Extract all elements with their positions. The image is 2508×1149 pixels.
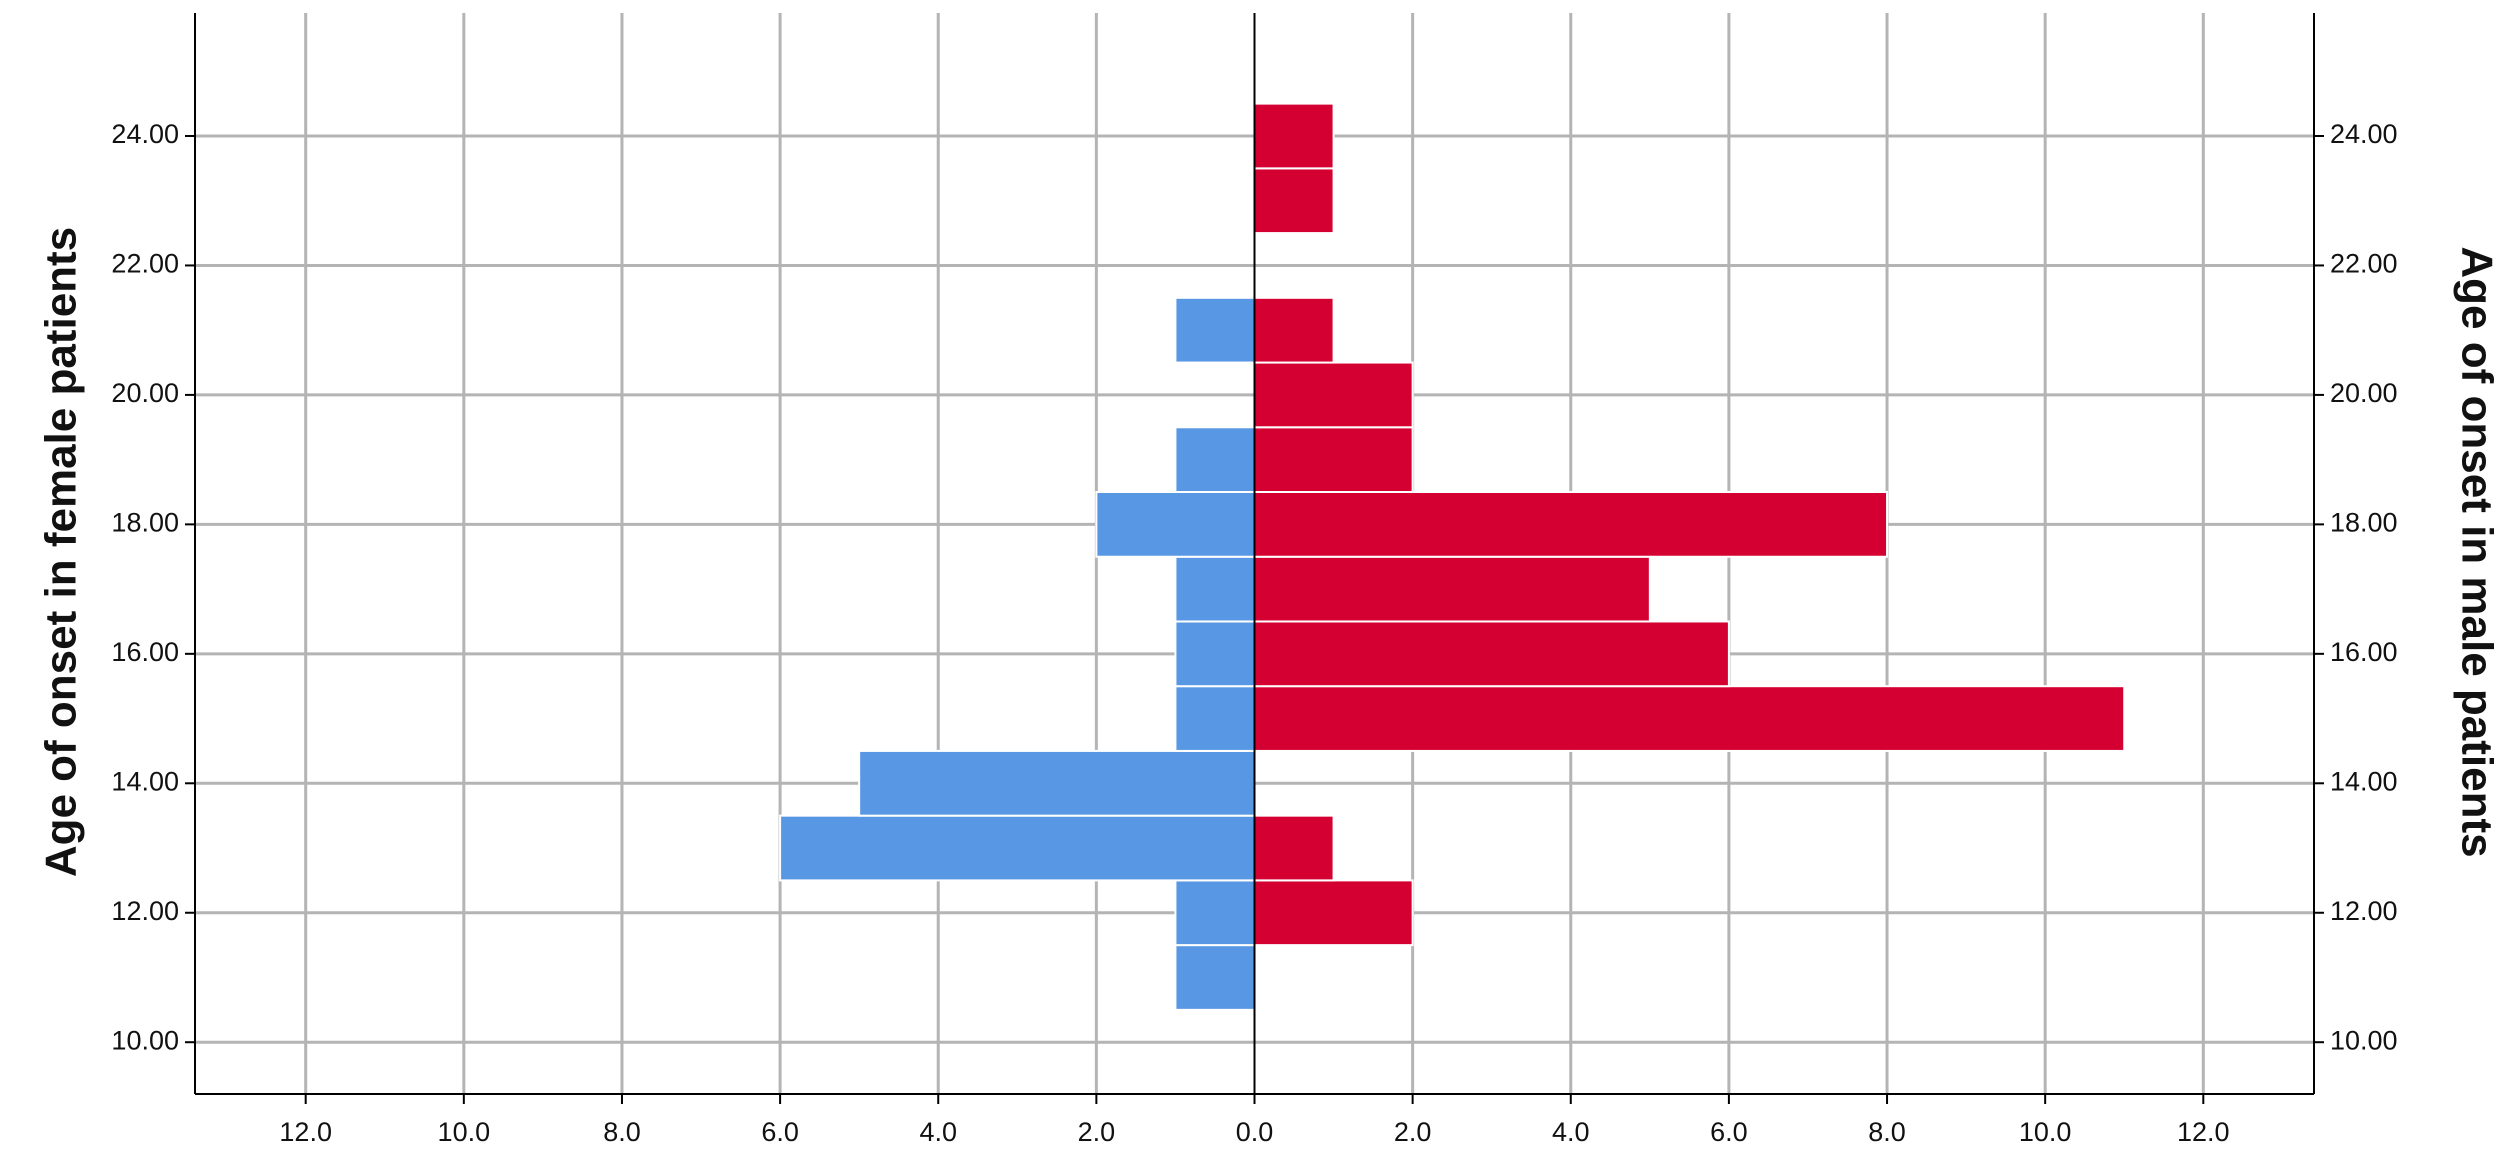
y2-tick-label: 16.00 (2330, 637, 2398, 667)
bar (1174, 296, 1256, 364)
y2-tick-label: 12.00 (2330, 896, 2398, 926)
x-tick-label: 2.0 (1078, 1117, 1116, 1147)
left-axis-title: Age of onset in female patients (37, 227, 86, 877)
y2-tick-label: 14.00 (2330, 766, 2398, 796)
x-tick-label: 12.0 (279, 1117, 332, 1147)
x-tick-label: 4.0 (1552, 1117, 1590, 1147)
x-tick-label: 6.0 (1710, 1117, 1748, 1147)
bar (1174, 555, 1256, 623)
x-tick-label: 0.0 (1236, 1117, 1274, 1147)
bar (1174, 879, 1256, 947)
y2-tick-label: 22.00 (2330, 249, 2398, 279)
bar (1253, 685, 2126, 752)
y2-tick-label: 10.00 (2330, 1025, 2398, 1055)
y-tick-label: 18.00 (111, 507, 179, 537)
y2-tick-label: 20.00 (2330, 378, 2398, 408)
bar (1174, 620, 1256, 688)
y-tick-label: 12.00 (111, 896, 179, 926)
bar (1253, 426, 1414, 494)
bar (1253, 491, 1889, 558)
bar (858, 749, 1256, 817)
y-tick-label: 16.00 (111, 637, 179, 667)
bar (1253, 361, 1414, 429)
bar (1253, 879, 1414, 947)
bar (1253, 102, 1335, 170)
x-tick-label: 12.0 (2177, 1117, 2230, 1147)
bar (1253, 620, 1730, 688)
bar (1174, 944, 1256, 1011)
bar (1174, 426, 1256, 494)
bar (1253, 167, 1335, 235)
y-tick-label: 22.00 (111, 249, 179, 279)
y-tick-label: 20.00 (111, 378, 179, 408)
y-tick-label: 24.00 (111, 119, 179, 149)
right-axis-title: Age of onset in male patients (2452, 246, 2501, 857)
bar (1095, 491, 1256, 558)
bar (1253, 296, 1335, 364)
y2-tick-label: 24.00 (2330, 119, 2398, 149)
x-tick-label: 10.0 (438, 1117, 491, 1147)
bar (1253, 555, 1651, 623)
bar (1174, 685, 1256, 752)
y-tick-label: 14.00 (111, 766, 179, 796)
x-tick-label: 8.0 (603, 1117, 641, 1147)
x-tick-label: 10.0 (2019, 1117, 2072, 1147)
bar (1253, 814, 1335, 882)
y2-tick-label: 18.00 (2330, 507, 2398, 537)
bar (779, 814, 1256, 882)
y-tick-label: 10.00 (111, 1025, 179, 1055)
x-tick-label: 2.0 (1394, 1117, 1432, 1147)
x-tick-label: 8.0 (1868, 1117, 1906, 1147)
x-tick-label: 4.0 (919, 1117, 957, 1147)
x-tick-label: 6.0 (761, 1117, 799, 1147)
